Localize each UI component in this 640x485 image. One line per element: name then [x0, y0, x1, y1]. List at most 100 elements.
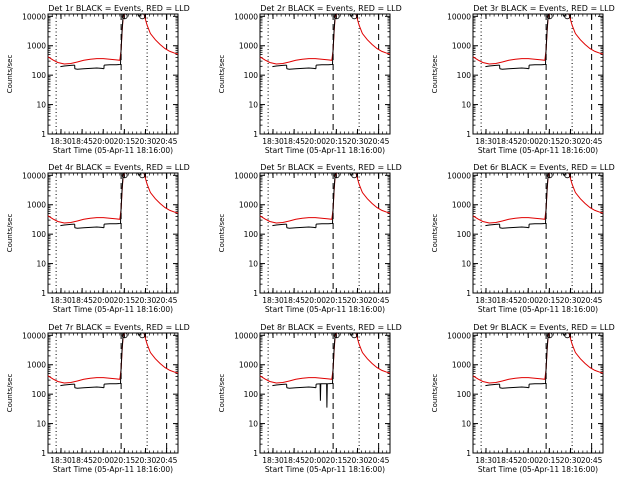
series-lld-line [260, 14, 336, 64]
x-tick-label: 20:30 [560, 296, 582, 305]
x-tick-label: 20:00 [92, 456, 114, 465]
series-events-line [316, 65, 332, 66]
x-tick-label: 20:30 [135, 137, 157, 146]
series-lld-line [356, 173, 390, 213]
axes-box [473, 173, 603, 293]
x-tick-label: 18:45 [496, 296, 518, 305]
y-tick-label: 1000 [27, 42, 46, 51]
series-events-line [332, 333, 336, 384]
y-tick-label: 100 [457, 71, 472, 80]
panel-title: Det 3r BLACK = Events, RED = LLD [473, 4, 615, 13]
x-tick-label: 20:00 [517, 456, 539, 465]
marker-point [352, 333, 357, 338]
x-tick-label: 18:30 [475, 296, 497, 305]
series-lld-line [144, 173, 178, 213]
y-tick-label: 1 [466, 449, 471, 458]
x-tick-label: 18:30 [50, 456, 72, 465]
y-tick-label: 100 [244, 230, 259, 239]
y-axis-label: Counts/sec [218, 55, 226, 94]
x-tick-label: 20:45 [581, 137, 603, 146]
y-tick-label: 10000 [447, 331, 471, 340]
y-axis-label: Counts/sec [218, 214, 226, 253]
y-tick-label: 1 [253, 130, 258, 139]
x-tick-label: 18:30 [50, 137, 72, 146]
series-events-line [75, 387, 104, 388]
y-tick-label: 1 [41, 130, 46, 139]
x-tick-label: 20:45 [156, 296, 178, 305]
panel-title: Det 5r BLACK = Events, RED = LLD [260, 163, 402, 172]
x-tick-label: 20:00 [517, 296, 539, 305]
series-lld-line [356, 14, 390, 54]
x-axis-label: Start Time (05-Apr-11 18:16:00) [265, 305, 385, 314]
series-events-line [120, 333, 124, 384]
y-tick-label: 100 [244, 390, 259, 399]
x-tick-label: 18:30 [475, 137, 497, 146]
panel-8: Det 8r BLACK = Events, RED = LLD11010010… [218, 323, 402, 474]
y-tick-label: 10 [248, 420, 258, 429]
x-axis-label: Start Time (05-Apr-11 18:16:00) [53, 146, 173, 155]
x-tick-label: 18:45 [496, 137, 518, 146]
y-tick-label: 10 [36, 420, 46, 429]
x-tick-label: 20:30 [135, 456, 157, 465]
x-axis-label: Start Time (05-Apr-11 18:16:00) [53, 305, 173, 314]
y-tick-label: 10 [36, 260, 46, 269]
series-events-line [500, 227, 529, 228]
x-tick-label: 18:45 [283, 296, 305, 305]
series-events-line [316, 384, 332, 408]
y-tick-label: 100 [457, 230, 472, 239]
panel-3: Det 3r BLACK = Events, RED = LLD11010010… [431, 4, 615, 155]
panel-4: Det 4r BLACK = Events, RED = LLD11010010… [6, 163, 190, 314]
series-lld-line [473, 333, 549, 383]
x-tick-label: 18:45 [283, 137, 305, 146]
x-tick-label: 20:45 [156, 137, 178, 146]
x-tick-label: 18:30 [50, 296, 72, 305]
series-lld-line [48, 14, 124, 64]
x-tick-label: 20:00 [92, 296, 114, 305]
series-lld-line [144, 333, 178, 373]
series-events-line [332, 173, 336, 224]
y-tick-label: 10000 [234, 331, 258, 340]
x-tick-label: 20:00 [304, 456, 326, 465]
panel-2: Det 2r BLACK = Events, RED = LLD11010010… [218, 4, 402, 155]
x-tick-label: 20:15 [326, 456, 348, 465]
series-events-line [485, 384, 499, 386]
x-tick-label: 20:45 [581, 456, 603, 465]
x-tick-label: 20:15 [114, 456, 136, 465]
y-axis-label: Counts/sec [431, 214, 439, 253]
marker-point [352, 173, 357, 178]
x-axis-label: Start Time (05-Apr-11 18:16:00) [478, 305, 598, 314]
panel-title: Det 6r BLACK = Events, RED = LLD [473, 163, 615, 172]
x-tick-label: 20:30 [135, 296, 157, 305]
y-axis-label: Counts/sec [6, 55, 14, 94]
x-tick-label: 20:30 [560, 137, 582, 146]
series-lld-line [569, 173, 603, 213]
x-tick-label: 20:15 [539, 296, 561, 305]
x-tick-label: 20:00 [304, 137, 326, 146]
y-tick-label: 100 [32, 390, 47, 399]
x-tick-label: 20:45 [368, 137, 390, 146]
panel-title: Det 2r BLACK = Events, RED = LLD [260, 4, 402, 13]
y-tick-label: 10 [36, 101, 46, 110]
y-tick-label: 1000 [452, 201, 471, 210]
x-tick-label: 20:00 [517, 137, 539, 146]
axes-box [473, 14, 603, 134]
x-axis-label: Start Time (05-Apr-11 18:16:00) [53, 465, 173, 474]
y-tick-label: 100 [457, 390, 472, 399]
axes-box [48, 14, 178, 134]
series-lld-line [260, 173, 336, 223]
series-lld-line [569, 333, 603, 373]
series-lld-line [260, 333, 336, 383]
y-tick-label: 1 [41, 449, 46, 458]
axes-box [260, 173, 390, 293]
series-events-line [60, 384, 74, 386]
panel-9: Det 9r BLACK = Events, RED = LLD11010010… [431, 323, 615, 474]
x-tick-label: 20:15 [326, 137, 348, 146]
series-events-line [545, 173, 549, 224]
marker-point [565, 333, 570, 338]
x-tick-label: 20:15 [114, 137, 136, 146]
series-events-line [287, 227, 316, 228]
series-lld-line [356, 333, 390, 373]
series-events-line [272, 384, 286, 386]
x-tick-label: 20:30 [560, 456, 582, 465]
